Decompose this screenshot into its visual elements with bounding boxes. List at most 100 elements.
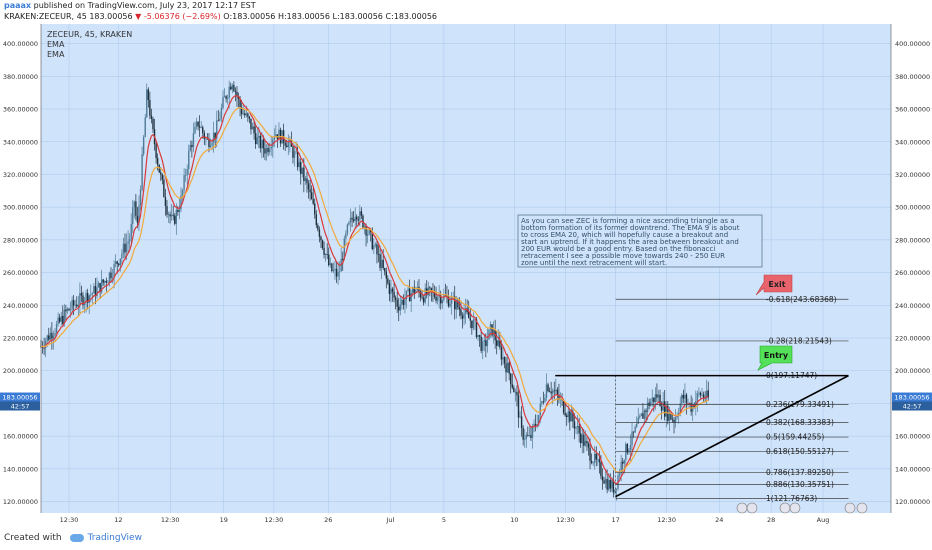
candle-body [482, 341, 484, 351]
event-icon[interactable] [789, 502, 801, 514]
candle-body [394, 297, 397, 300]
candle-body [51, 332, 53, 339]
candle-body [197, 121, 199, 127]
symbol-header: KRAKEN:ZECEUR, 45 183.00056 ▼ -5.06376 (… [4, 12, 437, 21]
candle-body [659, 394, 661, 407]
y-tick-label: 140.00000 [895, 465, 930, 473]
event-icon[interactable] [779, 502, 791, 514]
candle-body [167, 214, 170, 216]
candle-body [118, 263, 120, 265]
candle-body [506, 362, 509, 373]
candle-body [497, 340, 499, 346]
candle-body [373, 245, 375, 250]
candle-body [455, 300, 457, 310]
candle-body [622, 461, 624, 464]
candle-body [528, 435, 531, 436]
candle-body [663, 401, 666, 417]
candle-body [359, 211, 361, 221]
plot-area[interactable] [41, 24, 891, 513]
candle-body [228, 86, 230, 98]
candle-body [404, 299, 406, 305]
candle-body [413, 287, 415, 293]
candle-body [360, 211, 363, 216]
candle-body [156, 158, 159, 165]
candle-body [237, 96, 240, 99]
candle-body [99, 283, 101, 293]
price-chart[interactable]: -0.618(243.68368)-0.28(218.21543)0(197.1… [0, 22, 932, 532]
candle-body [544, 397, 546, 402]
entry-callout[interactable]: Entry [757, 345, 793, 371]
ascending-triangle[interactable] [555, 374, 849, 498]
candle-body [91, 293, 94, 295]
candle-body [496, 340, 498, 346]
candle-body [273, 136, 276, 140]
candle-body [150, 115, 153, 119]
candle-body [589, 447, 591, 461]
candle-body [393, 291, 395, 298]
fib-level-label: 1(121.76763) [766, 494, 817, 503]
last-price: 183.00056 [89, 12, 133, 21]
candle-body [217, 120, 220, 122]
candle-body [468, 311, 470, 319]
entry-label: Entry [764, 351, 789, 360]
x-tick-label: 12:30 [60, 516, 79, 524]
candle-body [169, 214, 171, 217]
candle-body [317, 225, 319, 230]
candle-body [178, 209, 181, 213]
candle-body [673, 419, 675, 423]
candle-body [569, 411, 571, 422]
candle-body [690, 403, 692, 412]
candle-body [379, 254, 381, 268]
annotation-line: start an uptrend. If it happens the area… [521, 238, 739, 246]
candle-body [105, 280, 108, 283]
candle-body [231, 85, 234, 90]
annotation-line: to cross EMA 20, which will hopefully ca… [521, 231, 728, 239]
annotation-box[interactable]: As you can see ZEC is forming a nice asc… [517, 214, 763, 268]
candle-body [307, 183, 310, 190]
event-icon[interactable] [844, 502, 856, 514]
candle-body [121, 253, 123, 259]
legend-ema-2: EMA [47, 50, 65, 59]
candle-body [514, 391, 517, 393]
candle-body [124, 243, 126, 253]
candle-body [699, 392, 702, 396]
candle-body [441, 300, 443, 304]
candle-body [68, 308, 70, 311]
candle-body [54, 332, 56, 336]
candle-body [538, 414, 540, 425]
candle-body [363, 226, 366, 228]
last-price-label: 183.00056 [2, 394, 37, 402]
candle-body [340, 258, 342, 272]
candle-body [141, 154, 143, 190]
exit-callout[interactable]: Exit [755, 274, 793, 296]
event-icon[interactable] [736, 502, 748, 514]
tradingview-link[interactable]: TradingView [87, 533, 142, 543]
candle-body [160, 172, 162, 175]
last-price-label: 183.00056 [894, 394, 929, 402]
candle-body [136, 215, 139, 223]
candle-body [48, 335, 50, 340]
candle-body [612, 480, 615, 493]
candle-body [564, 412, 566, 416]
candle-body [242, 113, 244, 115]
candle-body [310, 192, 313, 200]
author-link[interactable]: paaax [4, 1, 32, 10]
candle-body [508, 362, 510, 374]
candle-body [329, 263, 331, 265]
event-icon[interactable] [856, 502, 868, 514]
candle-body [390, 288, 392, 294]
candle-body [415, 289, 417, 293]
candle-body [111, 277, 114, 279]
candle-body [505, 363, 507, 373]
candle-body [170, 214, 173, 217]
candle-body [234, 90, 237, 92]
candle-body [211, 142, 213, 146]
event-icon[interactable] [746, 502, 758, 514]
candle-body [447, 296, 450, 307]
candle-body [139, 189, 142, 206]
candle-body [387, 278, 389, 284]
candle-body [212, 132, 215, 143]
support-trendline [615, 374, 849, 498]
ohlc-high: H:183.00056 [277, 12, 330, 21]
candle-body [583, 434, 585, 446]
